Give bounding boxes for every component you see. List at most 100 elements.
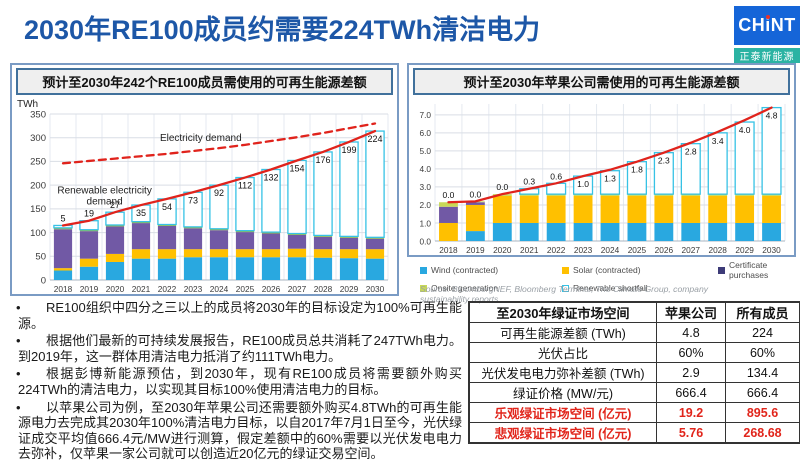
legend-item: Wind (contracted) bbox=[420, 260, 558, 280]
svg-text:224: 224 bbox=[367, 134, 382, 144]
table-cell: 乐观绿证市场空间 (亿元) bbox=[469, 403, 657, 423]
svg-text:2020: 2020 bbox=[493, 245, 512, 255]
table-cell: 19.2 bbox=[657, 403, 726, 423]
svg-text:3.0: 3.0 bbox=[419, 182, 431, 192]
table-cell: 绿证价格 (MW/元) bbox=[469, 383, 657, 403]
svg-text:54: 54 bbox=[162, 202, 172, 212]
svg-text:2021: 2021 bbox=[520, 245, 539, 255]
table-cell: 60% bbox=[726, 343, 800, 363]
svg-text:2024: 2024 bbox=[210, 284, 229, 294]
bullet-item-1: RE100组织中四分之三以上的成员将2030年的目标设定为100%可再生能源。 bbox=[18, 300, 462, 331]
apple-chart-title: 预计至2030年苹果公司需使用的可再生能源差额 bbox=[413, 68, 790, 95]
svg-text:1.8: 1.8 bbox=[631, 165, 643, 175]
svg-text:132: 132 bbox=[263, 172, 278, 182]
svg-text:100: 100 bbox=[30, 228, 46, 239]
svg-text:2022: 2022 bbox=[158, 284, 177, 294]
table-cell: 悲观绿证市场空间 (亿元) bbox=[469, 423, 657, 444]
table-cell: 60% bbox=[657, 343, 726, 363]
svg-text:0.0: 0.0 bbox=[469, 189, 481, 199]
apple-stacked-bar-chart: 0.0 1.0 2.0 3.0 4.0 5.0 6.0 7.0 0.0 2018 0.0 2019 0.… bbox=[409, 96, 790, 256]
svg-text:2028: 2028 bbox=[708, 245, 727, 255]
svg-text:2026: 2026 bbox=[262, 284, 281, 294]
svg-text:2019: 2019 bbox=[80, 284, 99, 294]
svg-text:2023: 2023 bbox=[184, 284, 203, 294]
svg-text:2030: 2030 bbox=[366, 284, 385, 294]
table-header-cell: 所有成员 bbox=[726, 302, 800, 323]
svg-text:2026: 2026 bbox=[655, 245, 674, 255]
svg-text:2018: 2018 bbox=[54, 284, 73, 294]
legend-label: Certificate purchases bbox=[729, 260, 792, 280]
svg-text:2029: 2029 bbox=[735, 245, 754, 255]
svg-text:0.0: 0.0 bbox=[496, 182, 508, 192]
svg-text:4.0: 4.0 bbox=[419, 164, 431, 174]
svg-text:250: 250 bbox=[30, 157, 46, 168]
svg-text:7.0: 7.0 bbox=[419, 110, 431, 120]
svg-text:154: 154 bbox=[289, 163, 304, 173]
legend-swatch-icon bbox=[420, 267, 427, 274]
brand-dot-icon bbox=[766, 15, 770, 19]
svg-text:2025: 2025 bbox=[628, 245, 647, 255]
svg-text:0.6: 0.6 bbox=[550, 171, 562, 181]
svg-text:176: 176 bbox=[315, 155, 330, 165]
table-header-row: 至2030年绿证市场空间苹果公司所有成员 bbox=[469, 302, 800, 323]
legend-label: Solar (contracted) bbox=[573, 265, 641, 275]
svg-text:200: 200 bbox=[30, 180, 46, 191]
svg-text:2030: 2030 bbox=[762, 245, 781, 255]
svg-text:2019: 2019 bbox=[466, 245, 485, 255]
svg-text:1.0: 1.0 bbox=[419, 218, 431, 228]
svg-text:2.8: 2.8 bbox=[685, 147, 697, 157]
table-cell: 895.6 bbox=[726, 403, 800, 423]
svg-text:0.0: 0.0 bbox=[419, 236, 431, 246]
legend-swatch-icon bbox=[718, 267, 725, 274]
brand-tagline: 正泰新能源 bbox=[734, 48, 800, 63]
legend-swatch-icon bbox=[562, 267, 569, 274]
svg-text:150: 150 bbox=[30, 204, 46, 215]
svg-text:0.0: 0.0 bbox=[443, 190, 455, 200]
svg-text:2025: 2025 bbox=[236, 284, 255, 294]
table-cell: 134.4 bbox=[726, 363, 800, 383]
svg-text:2028: 2028 bbox=[314, 284, 333, 294]
svg-text:2023: 2023 bbox=[574, 245, 593, 255]
svg-text:demand: demand bbox=[87, 197, 123, 208]
svg-text:Electricity demand: Electricity demand bbox=[160, 133, 242, 144]
svg-text:35: 35 bbox=[136, 208, 146, 218]
table-cell: 光伏占比 bbox=[469, 343, 657, 363]
re100-stacked-bar-chart: 050100150200250300350TWh5201819201927202… bbox=[12, 96, 393, 296]
svg-text:2027: 2027 bbox=[288, 284, 307, 294]
svg-text:TWh: TWh bbox=[17, 99, 38, 110]
bullet-list: RE100组织中四分之三以上的成员将2030年的目标设定为100%可再生能源。根… bbox=[8, 300, 462, 464]
svg-text:2020: 2020 bbox=[106, 284, 125, 294]
re100-chart-title: 预计至2030年242个RE100成员需使用的可再生能源差额 bbox=[16, 68, 393, 95]
legend-item: Certificate purchases bbox=[718, 260, 792, 280]
svg-text:2018: 2018 bbox=[439, 245, 458, 255]
svg-text:1.0: 1.0 bbox=[577, 179, 589, 189]
table-cell: 224 bbox=[726, 323, 800, 343]
table-cell: 4.8 bbox=[657, 323, 726, 343]
svg-text:2.3: 2.3 bbox=[658, 156, 670, 166]
svg-text:0: 0 bbox=[41, 275, 46, 286]
svg-text:199: 199 bbox=[341, 145, 356, 155]
svg-text:2029: 2029 bbox=[340, 284, 359, 294]
svg-text:4.8: 4.8 bbox=[766, 111, 778, 121]
svg-text:4.0: 4.0 bbox=[739, 125, 751, 135]
svg-text:2022: 2022 bbox=[547, 245, 566, 255]
chint-logo: CHiNT 正泰新能源 bbox=[734, 6, 800, 63]
table-cell: 268.68 bbox=[726, 423, 800, 444]
svg-text:5.0: 5.0 bbox=[419, 146, 431, 156]
svg-text:2027: 2027 bbox=[682, 245, 701, 255]
apple-chart-panel: 预计至2030年苹果公司需使用的可再生能源差额 0.0 1.0 2.0 3.0 4.0 5… bbox=[407, 63, 796, 257]
table-cell: 666.4 bbox=[726, 383, 800, 403]
legend-item: Solar (contracted) bbox=[562, 260, 714, 280]
svg-text:2.0: 2.0 bbox=[419, 200, 431, 210]
svg-text:6.0: 6.0 bbox=[419, 128, 431, 138]
table-header-cell: 至2030年绿证市场空间 bbox=[469, 302, 657, 323]
svg-text:2021: 2021 bbox=[132, 284, 151, 294]
